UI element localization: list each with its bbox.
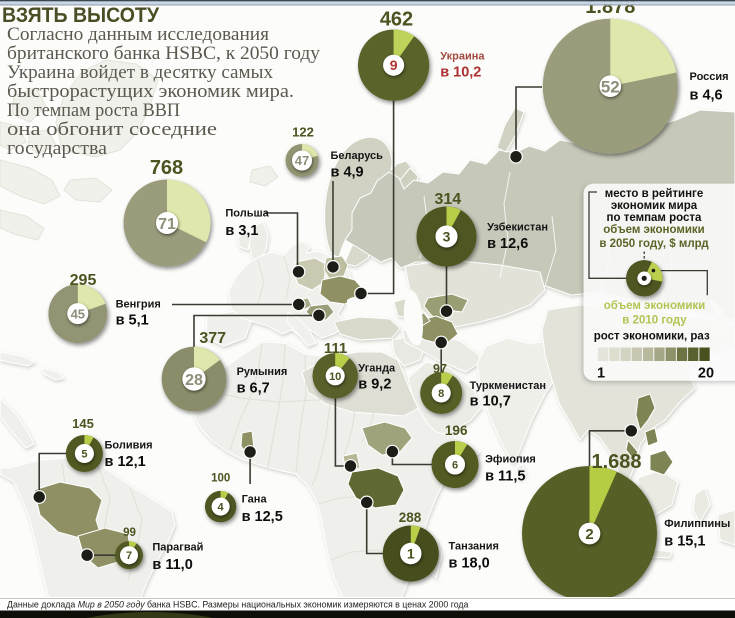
svg-text:рост экономики, раз: рост экономики, раз bbox=[594, 331, 710, 343]
svg-text:она обгонит соседние: она обгонит соседние bbox=[7, 119, 217, 140]
svg-text:3: 3 bbox=[443, 229, 451, 245]
svg-text:288: 288 bbox=[399, 510, 422, 525]
svg-text:Узбекистан: Узбекистан bbox=[487, 222, 548, 234]
svg-text:8: 8 bbox=[438, 388, 444, 400]
svg-text:экономик мира: экономик мира bbox=[611, 200, 698, 212]
svg-text:Польша: Польша bbox=[225, 208, 269, 220]
svg-text:в 4,6: в 4,6 bbox=[690, 87, 723, 103]
svg-text:462: 462 bbox=[380, 9, 413, 31]
svg-text:Украина войдет в десятку самых: Украина войдет в десятку самых bbox=[7, 62, 273, 83]
svg-text:в 12,5: в 12,5 bbox=[242, 509, 283, 525]
svg-text:в 2050 году, $ млрд: в 2050 году, $ млрд bbox=[599, 238, 709, 250]
svg-text:в 4,9: в 4,9 bbox=[331, 165, 364, 181]
svg-text:британского банка HSBC, к 2050: британского банка HSBC, к 2050 году bbox=[7, 43, 320, 64]
svg-text:71: 71 bbox=[158, 216, 176, 233]
svg-text:1: 1 bbox=[407, 546, 415, 562]
svg-text:Парагвай: Парагвай bbox=[152, 542, 203, 554]
svg-text:Венгрия: Венгрия bbox=[116, 299, 161, 311]
svg-text:ВЗЯТЬ ВЫСОТУ: ВЗЯТЬ ВЫСОТУ bbox=[2, 3, 160, 27]
svg-text:5: 5 bbox=[81, 449, 87, 461]
svg-text:в 3,1: в 3,1 bbox=[225, 223, 258, 239]
svg-text:2: 2 bbox=[585, 526, 593, 543]
svg-text:9: 9 bbox=[390, 57, 398, 73]
svg-text:1: 1 bbox=[597, 366, 605, 382]
svg-text:377: 377 bbox=[199, 330, 226, 347]
svg-text:122: 122 bbox=[292, 125, 314, 140]
svg-text:20: 20 bbox=[698, 366, 714, 382]
svg-text:Беларусь: Беларусь bbox=[331, 150, 384, 162]
svg-text:7: 7 bbox=[126, 550, 132, 562]
svg-text:По темпам роста ВВП: По темпам роста ВВП bbox=[7, 100, 180, 121]
svg-text:52: 52 bbox=[601, 77, 620, 96]
svg-text:в 12,1: в 12,1 bbox=[105, 454, 146, 470]
svg-text:111: 111 bbox=[324, 340, 347, 357]
svg-text:28: 28 bbox=[185, 372, 203, 389]
svg-text:объем экономики: объем экономики bbox=[604, 300, 706, 312]
svg-text:Боливия: Боливия bbox=[105, 440, 153, 452]
svg-text:государства: государства bbox=[7, 138, 108, 159]
svg-text:Украина: Украина bbox=[440, 51, 485, 63]
svg-text:145: 145 bbox=[72, 416, 94, 431]
svg-text:Филиппины: Филиппины bbox=[664, 518, 730, 530]
svg-text:в 11,0: в 11,0 bbox=[152, 557, 192, 573]
svg-text:196: 196 bbox=[445, 423, 468, 438]
svg-text:Туркменистан: Туркменистан bbox=[470, 380, 546, 392]
svg-text:быстрорастущих экономик мира.: быстрорастущих экономик мира. bbox=[7, 81, 294, 102]
svg-text:100: 100 bbox=[211, 473, 230, 485]
svg-text:в 2010 году: в 2010 году bbox=[622, 315, 687, 327]
svg-text:Согласно данным исследования: Согласно данным исследования bbox=[7, 24, 269, 45]
svg-text:Россия: Россия bbox=[690, 71, 729, 83]
svg-text:в 12,6: в 12,6 bbox=[487, 236, 528, 252]
svg-text:45: 45 bbox=[71, 306, 85, 321]
svg-text:768: 768 bbox=[150, 157, 183, 179]
svg-text:Эфиопия: Эфиопия bbox=[485, 454, 536, 466]
svg-text:99: 99 bbox=[123, 527, 136, 539]
svg-text:в 9,2: в 9,2 bbox=[358, 377, 391, 393]
svg-text:1.688: 1.688 bbox=[591, 451, 641, 473]
svg-text:295: 295 bbox=[70, 272, 97, 289]
svg-text:Танзания: Танзания bbox=[449, 541, 499, 553]
svg-text:в 6,7: в 6,7 bbox=[237, 381, 270, 397]
svg-text:по темпам роста: по темпам роста bbox=[607, 212, 703, 224]
svg-text:в 18,0: в 18,0 bbox=[449, 556, 490, 572]
svg-text:47: 47 bbox=[295, 153, 309, 168]
svg-text:в 10,2: в 10,2 bbox=[440, 65, 481, 81]
svg-text:место в рейтинге: место в рейтинге bbox=[605, 188, 703, 200]
svg-text:10: 10 bbox=[329, 371, 341, 383]
svg-text:объем экономики: объем экономики bbox=[603, 224, 705, 236]
svg-text:97: 97 bbox=[433, 362, 447, 376]
svg-text:6: 6 bbox=[452, 460, 458, 472]
svg-text:в 5,1: в 5,1 bbox=[116, 313, 149, 329]
svg-text:в 15,1: в 15,1 bbox=[664, 534, 705, 550]
svg-text:Уганда: Уганда bbox=[358, 363, 396, 375]
svg-text:Данные доклада Мир в 2050 году: Данные доклада Мир в 2050 году банка HSB… bbox=[7, 600, 469, 610]
svg-text:в 11,5: в 11,5 bbox=[485, 469, 525, 485]
svg-text:Гана: Гана bbox=[242, 494, 268, 506]
svg-text:Румыния: Румыния bbox=[237, 366, 288, 378]
svg-text:314: 314 bbox=[434, 191, 461, 208]
svg-text:4: 4 bbox=[218, 502, 225, 514]
svg-text:в 10,7: в 10,7 bbox=[470, 394, 511, 410]
